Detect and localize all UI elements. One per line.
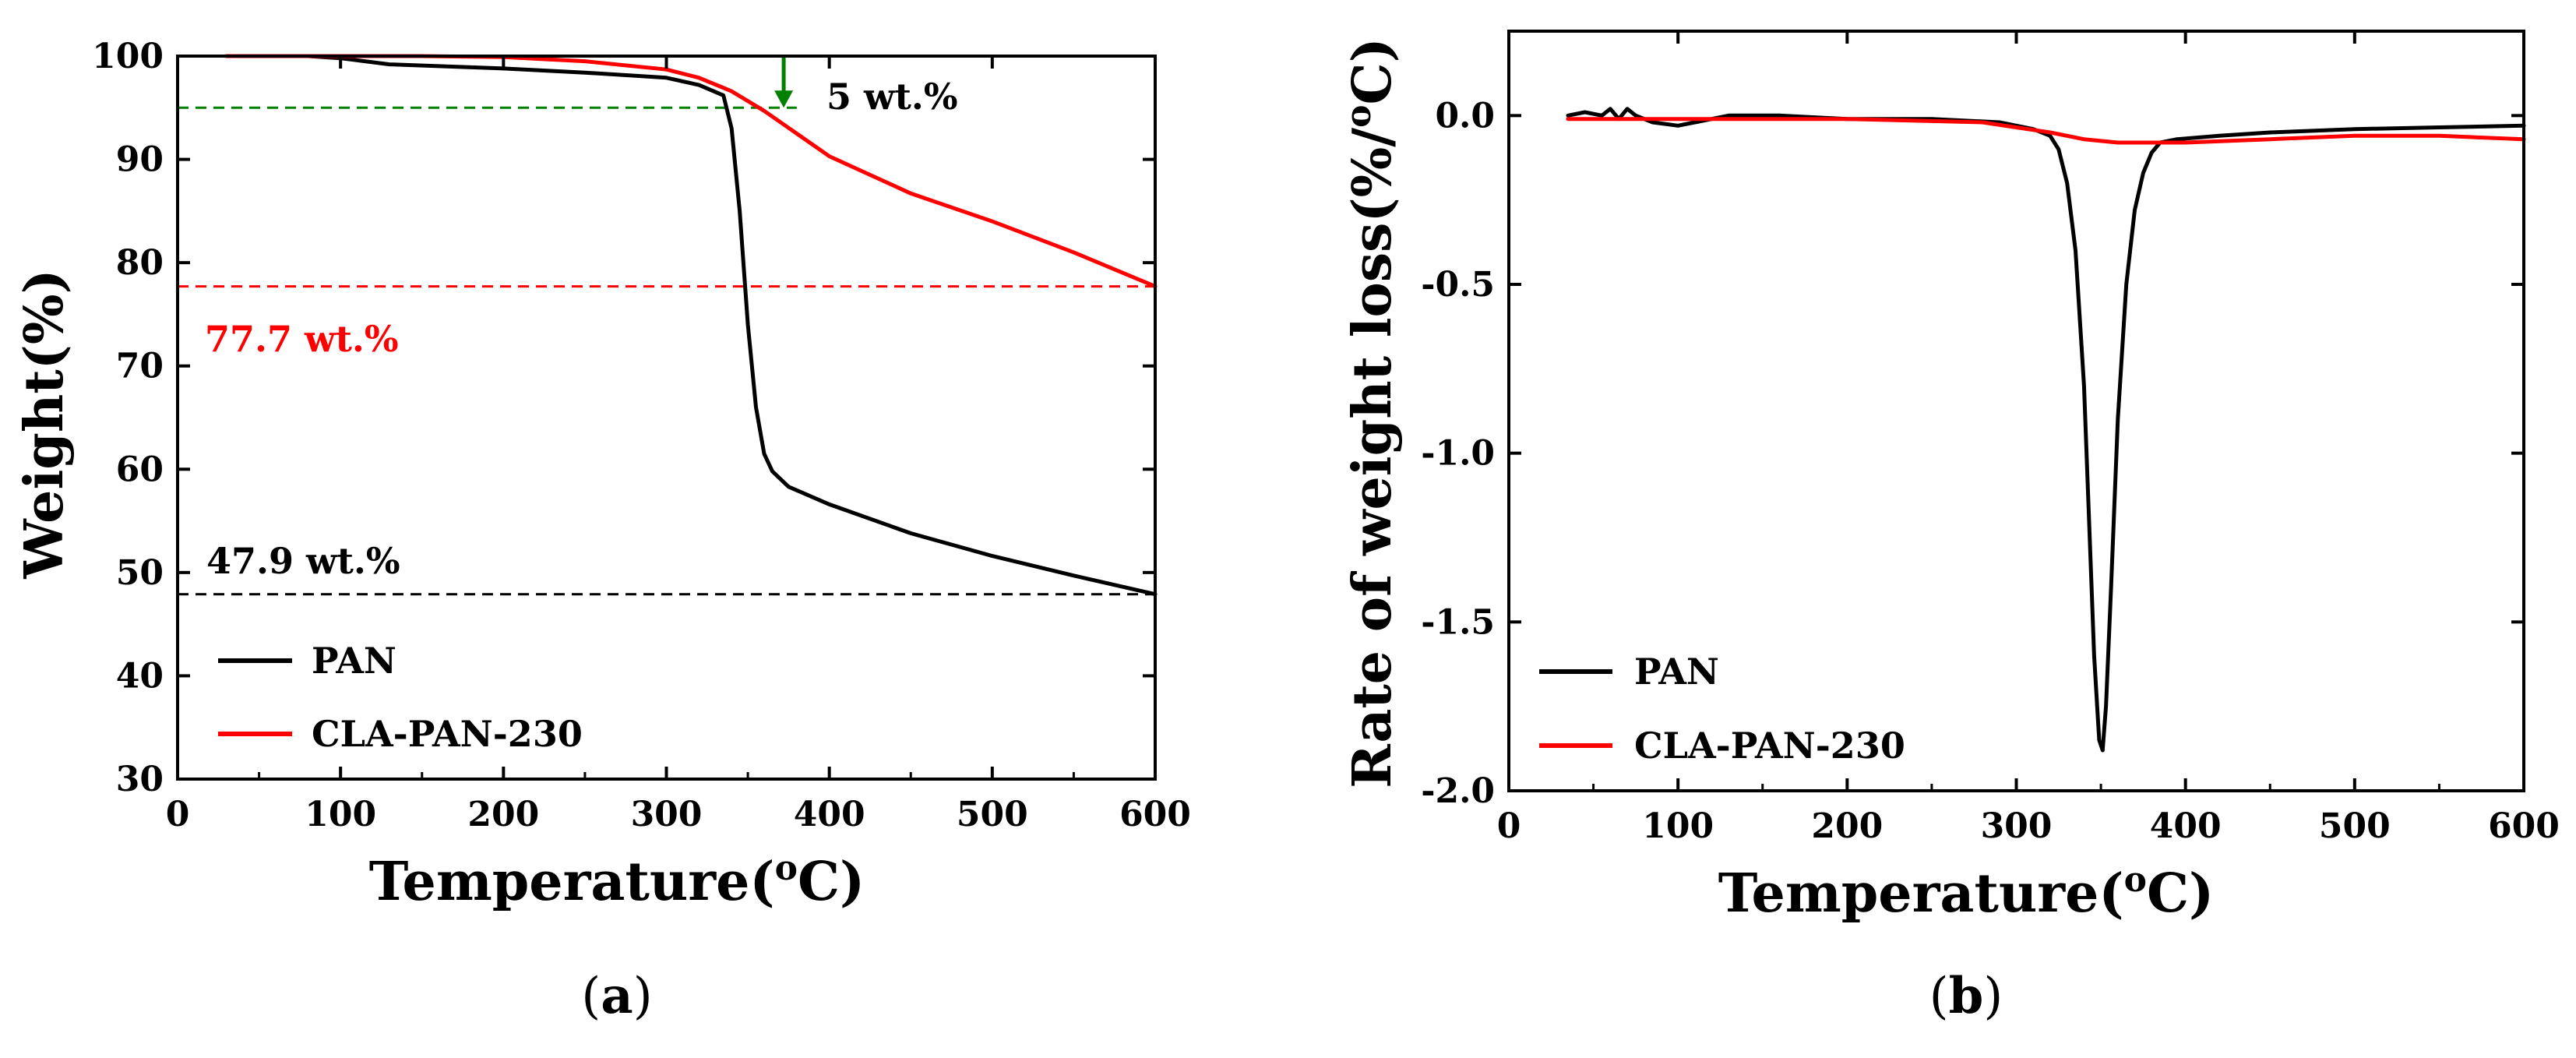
chart-panel-a: 0 100 200 300 400 500 600 30 40 50 60 70 80 90 100 5 w… [13,37,1191,1025]
x-tick-label-b-600: 600 [2488,806,2560,846]
y-axis-title-b: Rate of weight loss(%/oC) [1339,37,1404,788]
legend-label-pan-a: PAN [312,640,396,682]
y-tick-label-b-4: 0.0 [1435,96,1495,136]
arrow-head-a [774,90,794,108]
y-tick-label-a-5: 80 [116,243,164,283]
annotation-77-7-wt: 77.7 wt.% [205,318,399,360]
panel-b-data-layer: 0 100 200 300 400 500 600 -2.0 -1.5 -1.0 -0.5 0.0 [1421,30,2560,846]
x-tick-label-a-400: 400 [794,795,865,834]
y-tick-label-a-3: 60 [116,450,164,489]
y-tick-label-b-0: -2.0 [1421,771,1495,811]
x-tick-label-a-0: 0 [166,795,190,834]
x-tick-label-b-0: 0 [1497,806,1521,846]
chart-panel-b: 0 100 200 300 400 500 600 -2.0 -1.5 -1.0 -0.5 0.0 P… [1339,30,2560,1025]
x-tick-label-a-300: 300 [631,795,703,834]
legend-label-cla-pan-230-b: CLA-PAN-230 [1634,725,1905,767]
y-tick-label-a-1: 40 [116,656,164,696]
x-tick-label-a-600: 600 [1119,795,1191,834]
x-tick-label-b-500: 500 [2319,806,2391,846]
x-tick-label-b-400: 400 [2150,806,2222,846]
series-line-b-cla-pan-230 [1566,117,2526,145]
series-line-a-pan [224,54,1158,597]
series-line-a-cla-pan-230 [224,54,1158,289]
panel-a-data-layer: 0 100 200 300 400 500 600 30 40 50 60 70 80 90 100 [92,37,1191,834]
annotation-47-9-wt: 47.9 wt.% [206,540,400,582]
x-tick-label-b-300: 300 [1981,806,2053,846]
y-tick-label-b-2: -1.0 [1421,434,1495,474]
annotation-5-wt: 5 wt.% [826,76,958,118]
x-tick-label-a-100: 100 [305,795,376,834]
y-tick-label-a-7: 100 [92,37,164,76]
panel-label-a: (a) [581,967,652,1025]
y-axis-title-a: Weight(%) [13,269,76,579]
y-tick-label-a-0: 30 [116,760,164,799]
y-tick-label-a-2: 50 [116,553,164,593]
legend-label-pan-b: PAN [1634,651,1719,693]
y-tick-label-a-4: 70 [116,347,164,386]
panel-label-b: (b) [1929,967,2003,1025]
x-tick-label-b-100: 100 [1642,806,1714,846]
y-tick-label-a-6: 90 [116,140,164,180]
y-tick-label-b-1: -1.5 [1421,602,1495,642]
x-tick-label-a-200: 200 [467,795,539,834]
legend-label-cla-pan-230-a: CLA-PAN-230 [312,713,583,755]
y-tick-label-b-3: -0.5 [1421,265,1495,305]
x-axis-title-a: Temperature(oC) [369,848,865,913]
x-axis-title-b: Temperature(oC) [1718,860,2214,925]
x-tick-label-a-500: 500 [957,795,1028,834]
x-tick-label-b-200: 200 [1811,806,1883,846]
